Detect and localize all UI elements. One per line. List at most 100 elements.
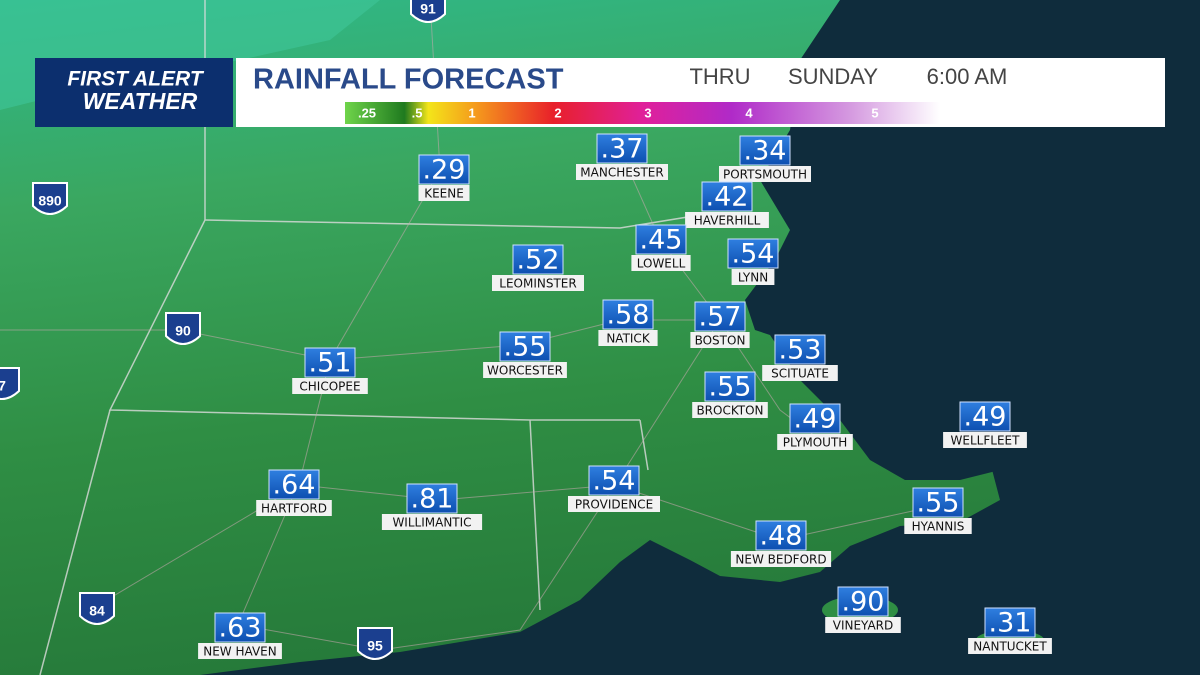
city-name: PLYMOUTH: [783, 436, 848, 450]
highway-shield: [32, 182, 68, 215]
value-box: [774, 334, 826, 365]
rain-amount: .55: [709, 372, 752, 403]
city-name: SCITUATE: [771, 367, 829, 381]
city-label-box: [381, 514, 483, 530]
value-box: [418, 154, 470, 185]
highway-shield: [0, 367, 20, 400]
city-label-box: [762, 365, 838, 381]
highway-number: 84: [89, 603, 105, 619]
city-name: LOWELL: [637, 257, 686, 271]
city-label-box: [777, 434, 853, 450]
value-box: [406, 483, 458, 514]
rain-amount: .55: [917, 488, 960, 519]
city-label-box: [731, 269, 775, 285]
highway-shield: [410, 0, 446, 23]
city-name: NANTUCKET: [973, 640, 1047, 654]
city-name: WILLIMANTIC: [392, 516, 471, 530]
ocean: [200, 0, 1200, 675]
city-label-box: [292, 378, 368, 394]
highway-number: 91: [420, 1, 436, 17]
city-label-box: [576, 164, 668, 180]
rain-amount: .90: [842, 587, 885, 618]
rain-amount: .45: [640, 225, 683, 256]
legend-label: .5: [412, 105, 423, 120]
value-box: [512, 244, 564, 275]
logo-box: [35, 58, 233, 127]
city-name: KEENE: [424, 187, 464, 201]
city-label-box: [692, 402, 768, 418]
rain-amount: .49: [794, 404, 837, 435]
highway-shield: [79, 592, 115, 625]
city-label-box: [968, 638, 1052, 654]
city-name: HYANNIS: [912, 520, 965, 534]
city-label-box: [825, 617, 901, 633]
rain-amount: .53: [779, 335, 822, 366]
highway-number: 90: [175, 323, 191, 339]
highway-number: 7: [0, 378, 6, 394]
value-box: [304, 347, 356, 378]
city-label-box: [492, 275, 584, 291]
highway-shield: [357, 627, 393, 660]
city-label-box: [904, 518, 972, 534]
city-label-box: [568, 496, 660, 512]
value-box: [912, 487, 964, 518]
city-name: VINEYARD: [833, 619, 894, 633]
city-name: PROVIDENCE: [575, 498, 653, 512]
title: RAINFALL FORECAST: [253, 64, 564, 96]
value-box: [635, 224, 687, 255]
city-label-box: [685, 212, 769, 228]
value-box: [789, 403, 841, 434]
rain-amount: .49: [964, 402, 1007, 433]
value-box: [602, 299, 654, 330]
city-name: LYNN: [738, 271, 768, 285]
value-box: [214, 612, 266, 643]
value-box: [727, 238, 779, 269]
highway-number: 95: [367, 638, 383, 654]
legend-label: 5: [871, 105, 878, 120]
city-name: BROCKTON: [696, 404, 763, 418]
rain-amount: .34: [744, 136, 787, 167]
rain-amount: .54: [593, 466, 636, 497]
value-box: [588, 465, 640, 496]
value-box: [268, 469, 320, 500]
state-borders: [39, 0, 701, 676]
value-box: [499, 331, 551, 362]
city-name: PORTSMOUTH: [723, 168, 807, 182]
value-box: [755, 520, 807, 551]
city-label-box: [631, 255, 691, 271]
rain-amount: .58: [607, 300, 650, 331]
thru: THRU: [689, 64, 750, 89]
rain-amount: .55: [504, 332, 547, 363]
city-label-box: [730, 551, 832, 567]
city-name: CHICOPEE: [299, 380, 360, 394]
rain-amount: .54: [732, 239, 775, 270]
city-label-box: [418, 185, 470, 201]
rain-amount: .31: [989, 608, 1032, 639]
rain-amount: .57: [699, 302, 742, 333]
city-label-box: [256, 500, 332, 516]
legend-label: .25: [358, 105, 376, 120]
value-box: [596, 133, 648, 164]
value-box: [739, 135, 791, 166]
city-name: NEW BEDFORD: [735, 553, 826, 567]
rain-amount: .52: [517, 245, 560, 276]
rain-amount: .29: [423, 155, 466, 186]
city-name: HAVERHILL: [694, 214, 761, 228]
highway-shield: [165, 312, 201, 345]
legend-label: 4: [745, 105, 753, 120]
logo-top: FIRST ALERT: [67, 68, 205, 91]
rain-amount: .63: [219, 613, 262, 644]
city-label-box: [483, 362, 567, 378]
value-box: [984, 607, 1036, 638]
value-box: [701, 181, 753, 212]
city-name: HARTFORD: [261, 502, 327, 516]
city-name: BOSTON: [695, 334, 746, 348]
city-label-box: [598, 330, 658, 346]
rain-amount: .81: [411, 484, 454, 515]
rain-amount: .64: [273, 470, 316, 501]
legend-label: 3: [644, 105, 651, 120]
rain-amount: .51: [309, 348, 352, 379]
value-box: [704, 371, 756, 402]
city-name: NEW HAVEN: [203, 645, 276, 659]
value-box: [694, 301, 746, 332]
